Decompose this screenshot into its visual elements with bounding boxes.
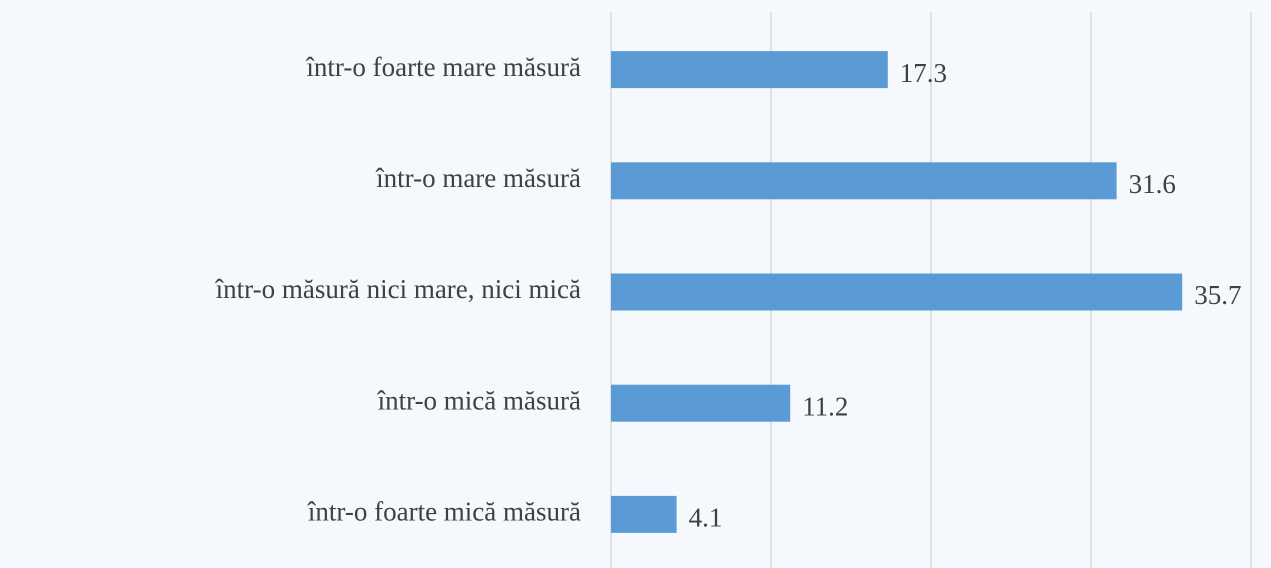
y-tick-label: într-o mare măsură	[375, 163, 581, 193]
bar	[611, 162, 1117, 200]
y-tick-label: într-o foarte mare măsură	[305, 52, 581, 82]
bar	[611, 273, 1183, 311]
data-label: 31.6	[1129, 169, 1176, 199]
y-tick-label: într-o mică măsură	[377, 385, 581, 415]
data-label: 17.3	[900, 58, 947, 88]
y-tick-label: într-o foarte mică măsură	[307, 497, 581, 527]
bar	[611, 495, 677, 533]
y-tick-label: într-o măsură nici mare, nici mică	[215, 274, 581, 304]
data-label: 4.1	[689, 503, 723, 533]
bar	[611, 51, 888, 89]
bar	[611, 384, 791, 422]
data-label: 35.7	[1194, 280, 1241, 310]
data-label: 11.2	[802, 391, 848, 421]
